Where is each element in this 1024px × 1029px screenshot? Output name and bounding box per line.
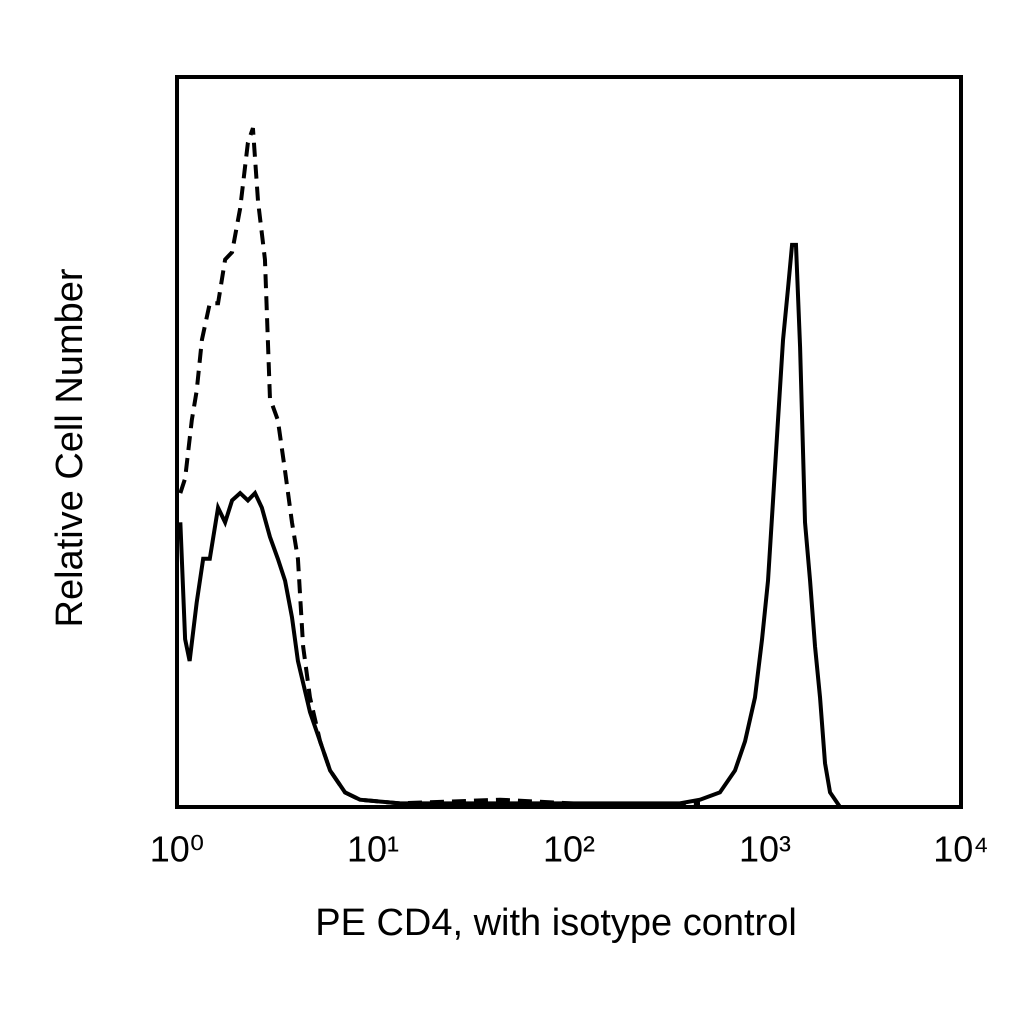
- x-tick-label: 10²: [543, 829, 595, 870]
- x-tick-label: 10⁰: [150, 829, 204, 870]
- y-axis-label: Relative Cell Number: [49, 268, 91, 627]
- cd4-line: [178, 242, 842, 809]
- x-tick-label: 10⁴: [933, 829, 989, 870]
- plot-frame: [175, 75, 963, 809]
- isotype-line: [178, 127, 701, 807]
- x-tick-label: 10³: [739, 829, 791, 870]
- x-tick-label: 10¹: [347, 829, 399, 870]
- x-axis-label: PE CD4, with isotype control: [315, 902, 797, 944]
